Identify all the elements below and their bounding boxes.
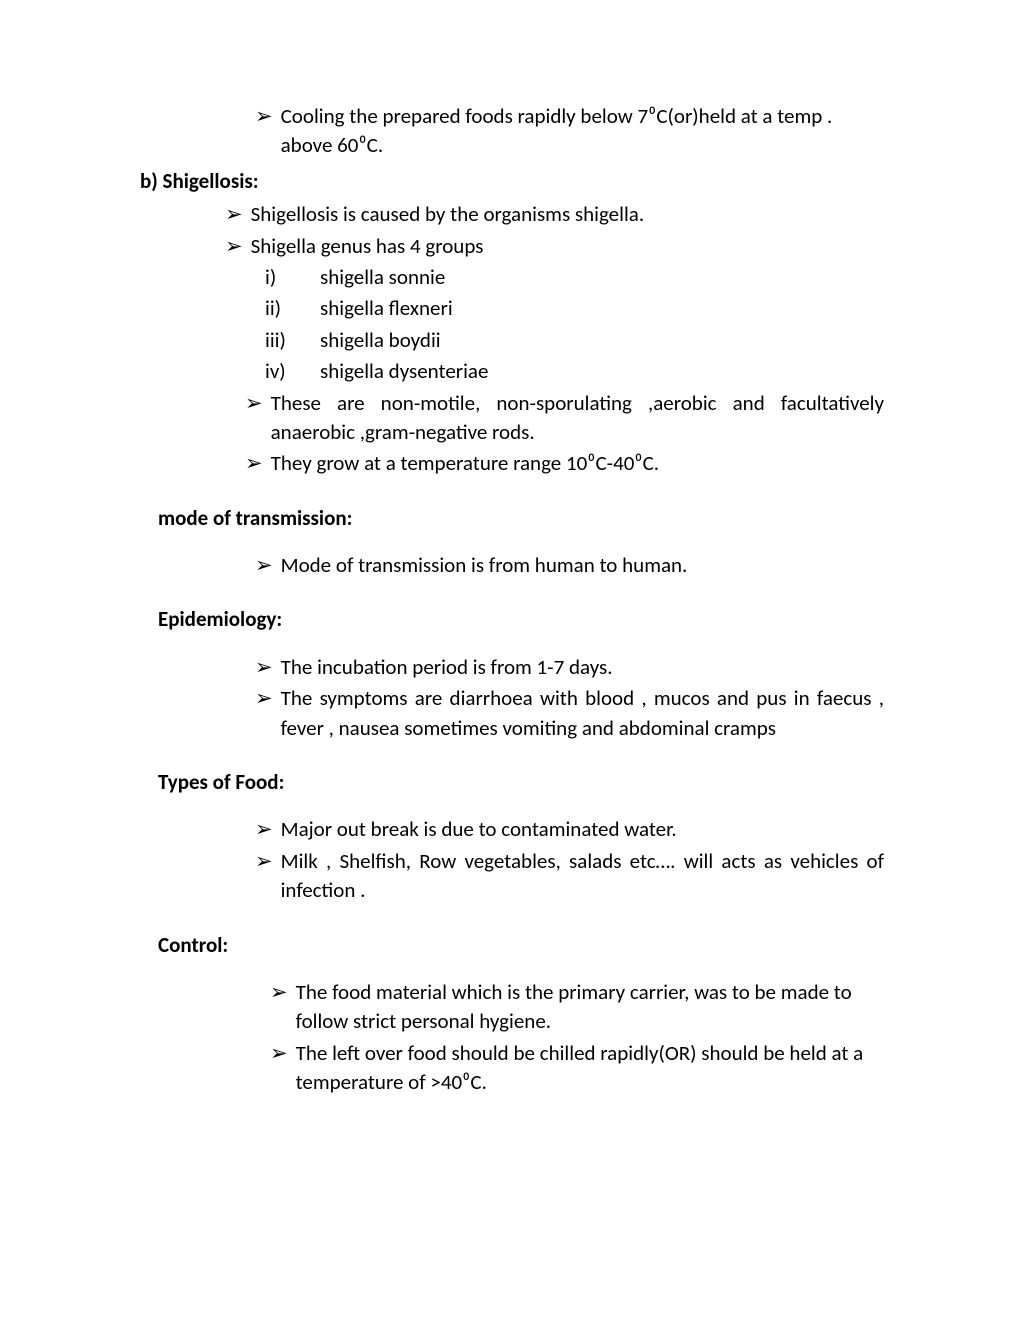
arrow-icon: ➢: [255, 847, 273, 876]
bullet-text: These are non-motile, non-sporulating ,a…: [271, 389, 884, 448]
arrow-icon: ➢: [225, 200, 243, 229]
bullet-item: ➢ These are non-motile, non-sporulating …: [140, 389, 884, 448]
section-heading-mode: mode of transmission:: [140, 504, 884, 533]
section-heading-b: b) Shigellosis:: [140, 167, 884, 196]
roman-number: i): [265, 263, 320, 292]
roman-item: i) shigella sonnie: [140, 263, 884, 292]
arrow-icon: ➢: [255, 551, 273, 580]
roman-number: iii): [265, 326, 320, 355]
arrow-icon: ➢: [255, 815, 273, 844]
bullet-item: ➢ The symptoms are diarrhoea with blood …: [140, 684, 884, 743]
bullet-text: Milk , Shelfish, Row vegetables, salads …: [281, 847, 884, 906]
section-heading-food: Types of Food:: [140, 768, 884, 797]
arrow-icon: ➢: [255, 653, 273, 682]
bullet-item: ➢ The incubation period is from 1-7 days…: [140, 653, 884, 682]
bullet-text: Mode of transmission is from human to hu…: [281, 551, 884, 580]
bullet-item: ➢ The food material which is the primary…: [140, 978, 884, 1037]
roman-text: shigella dysenteriae: [320, 357, 488, 386]
arrow-icon: ➢: [270, 978, 288, 1007]
arrow-icon: ➢: [245, 389, 263, 418]
roman-item: iii) shigella boydii: [140, 326, 884, 355]
roman-number: iv): [265, 357, 320, 386]
bullet-item: ➢ The left over food should be chilled r…: [140, 1039, 884, 1098]
bullet-text: They grow at a temperature range 10⁰C-40…: [271, 449, 884, 478]
arrow-icon: ➢: [270, 1039, 288, 1068]
bullet-text: The left over food should be chilled rap…: [296, 1039, 884, 1098]
roman-item: iv) shigella dysenteriae: [140, 357, 884, 386]
section-heading-control: Control:: [140, 931, 884, 960]
roman-item: ii) shigella flexneri: [140, 294, 884, 323]
section-heading-epi: Epidemiology:: [140, 605, 884, 634]
bullet-item: ➢ Shigellosis is caused by the organisms…: [140, 200, 884, 229]
document-page: ➢ Cooling the prepared foods rapidly bel…: [0, 0, 1024, 1200]
roman-text: shigella flexneri: [320, 294, 453, 323]
bullet-text: The incubation period is from 1-7 days.: [281, 653, 884, 682]
bullet-item: ➢ Major out break is due to contaminated…: [140, 815, 884, 844]
bullet-text: The food material which is the primary c…: [296, 978, 884, 1037]
bullet-item: ➢ Cooling the prepared foods rapidly bel…: [140, 102, 884, 161]
bullet-text: Major out break is due to contaminated w…: [281, 815, 884, 844]
bullet-text: Cooling the prepared foods rapidly below…: [281, 102, 884, 161]
roman-text: shigella boydii: [320, 326, 441, 355]
arrow-icon: ➢: [245, 449, 263, 478]
roman-text: shigella sonnie: [320, 263, 445, 292]
arrow-icon: ➢: [225, 232, 243, 261]
bullet-item: ➢ They grow at a temperature range 10⁰C-…: [140, 449, 884, 478]
bullet-item: ➢ Mode of transmission is from human to …: [140, 551, 884, 580]
bullet-text: Shigella genus has 4 groups: [251, 232, 884, 261]
bullet-text: Shigellosis is caused by the organisms s…: [251, 200, 884, 229]
roman-number: ii): [265, 294, 320, 323]
arrow-icon: ➢: [255, 102, 273, 131]
bullet-text: The symptoms are diarrhoea with blood , …: [281, 684, 884, 743]
bullet-item: ➢ Milk , Shelfish, Row vegetables, salad…: [140, 847, 884, 906]
arrow-icon: ➢: [255, 684, 273, 713]
bullet-item: ➢ Shigella genus has 4 groups: [140, 232, 884, 261]
